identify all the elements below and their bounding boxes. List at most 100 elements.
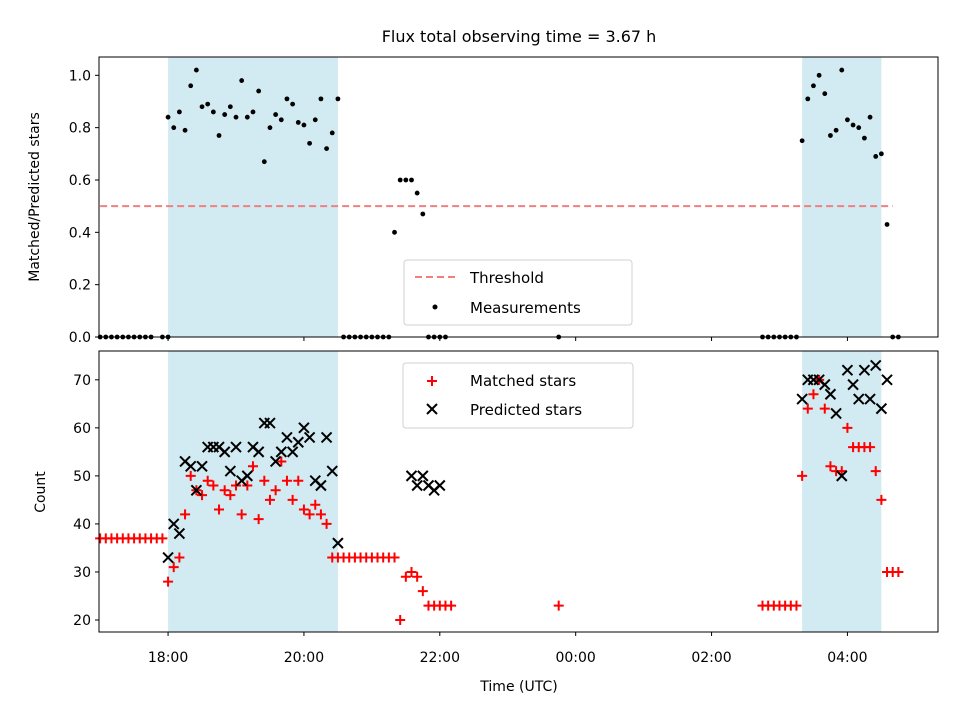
matched-star-point (247, 461, 258, 472)
matched-star-point (236, 509, 247, 520)
measurement-point (816, 72, 822, 78)
y-tick-label: 0.4 (69, 225, 91, 241)
predicted-star-point (858, 364, 871, 376)
matched-star-point (865, 442, 876, 453)
measurement-point (392, 229, 397, 235)
predicted-star-point (881, 374, 893, 386)
measurement-point (233, 114, 239, 120)
measurement-point (210, 109, 216, 115)
predicted-star-point (218, 446, 231, 458)
x-tick-label: 04:00 (827, 650, 867, 666)
measurements-legend-swatch (432, 304, 438, 310)
predicted-star-point (824, 388, 837, 400)
predicted-star-point (875, 402, 888, 415)
matched-star-point (825, 461, 836, 472)
bottom-legend-frame (402, 362, 634, 429)
measurement-point (873, 154, 879, 159)
predicted-star-point (836, 470, 848, 482)
y-tick-label: 30 (73, 565, 91, 581)
axes-frame (98, 56, 939, 338)
matched-star-point (797, 470, 808, 481)
matched-star-point (197, 490, 208, 501)
measurement-point (839, 67, 845, 73)
measurement-point (290, 101, 296, 107)
matched-star-point (219, 485, 230, 496)
predicted-star-point (315, 479, 327, 492)
matched-star-point (395, 614, 406, 625)
matched-star-point (315, 509, 326, 520)
measurement-point (273, 112, 279, 117)
measurement-point (324, 146, 329, 151)
observing-window-0 (168, 57, 338, 337)
y-tick-label: 20 (73, 613, 91, 629)
predicted-star-point (224, 465, 237, 477)
predicted-star-point (417, 470, 429, 482)
measurement-point (205, 101, 211, 107)
y-tick-label: 0.8 (69, 121, 91, 137)
measurement-point (193, 67, 199, 73)
measurement-point (188, 83, 194, 89)
measurement-point (284, 96, 290, 102)
top-panel: 0.0 0.2 0.4 0.6 0.8 1.0 (69, 56, 939, 346)
measurement-point (884, 222, 890, 227)
measurement-point (845, 117, 850, 123)
x-tick-label: 02:00 (691, 650, 731, 666)
predicted-star-point (864, 393, 876, 405)
y-tick-label: 40 (73, 517, 91, 533)
matched-star-point (406, 566, 417, 577)
matched-star-point (293, 475, 304, 486)
bottom-legend: Matched stars Predicted stars (402, 362, 634, 429)
measurement-point (301, 122, 307, 128)
top-legend-frame (403, 259, 633, 326)
matched-legend-label: Matched stars (470, 372, 576, 390)
measurement-point (267, 125, 273, 131)
matched-star-point (412, 571, 423, 582)
matched-star-point (808, 389, 819, 400)
measurement-point (335, 96, 341, 102)
predicted-star-point (298, 422, 310, 434)
predicted-star-point (830, 407, 842, 420)
predicted-star-point (853, 393, 865, 405)
predicted-star-point (332, 537, 344, 549)
predicted-star-point (847, 378, 859, 391)
matched-star-point (253, 514, 264, 525)
measurement-point (414, 190, 420, 196)
measurement-point (799, 138, 805, 144)
measurement-point (805, 96, 811, 102)
measurement-point (856, 125, 862, 131)
observing-window-0 (168, 351, 338, 632)
matched-star-point (276, 456, 287, 467)
predicted-legend-swatch (426, 403, 438, 415)
matched-star-point (310, 499, 321, 510)
matched-star-point (304, 509, 315, 520)
predicted-star-point (264, 417, 276, 429)
y-tick-label: 0.6 (69, 173, 91, 189)
matched-star-point (225, 490, 236, 501)
matched-star-point (202, 475, 213, 486)
top-legend: Threshold Measurements (403, 259, 633, 326)
predicted-star-point (292, 436, 304, 448)
matched-star-point (298, 504, 309, 515)
matched-star-point (185, 470, 196, 481)
matched-star-point (214, 504, 225, 515)
predicted-star-point (870, 359, 882, 372)
predicted-star-point (405, 470, 418, 482)
predicted-star-point (275, 446, 288, 458)
matched-star-point (264, 494, 275, 505)
predicted-star-point (230, 441, 242, 453)
predicted-star-point (252, 446, 265, 458)
y-tick-label: 50 (73, 469, 91, 485)
predicted-star-point (173, 527, 186, 540)
measurement-point (318, 96, 324, 102)
measurement-point (182, 127, 188, 133)
y-tick-label: 70 (73, 373, 91, 389)
matched-star-point (876, 494, 887, 505)
x-tick-label: 00:00 (555, 650, 595, 666)
x-tick-label: 20:00 (284, 650, 324, 666)
axes-frame (98, 350, 939, 633)
measurement-point (312, 117, 318, 123)
measurement-point (833, 127, 839, 133)
threshold-legend-label: Threshold (469, 269, 544, 287)
